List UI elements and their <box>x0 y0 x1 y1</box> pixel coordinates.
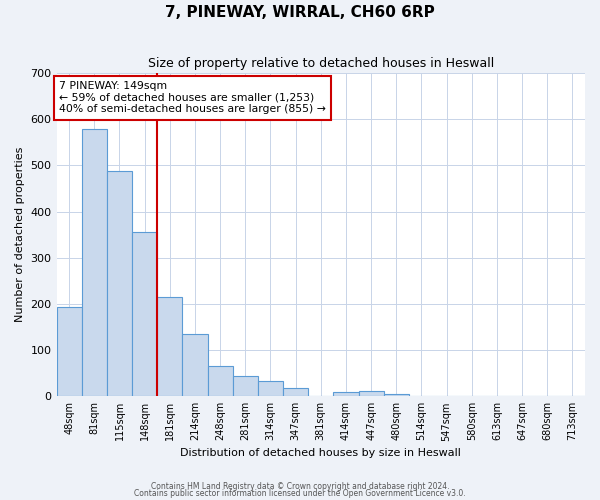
Y-axis label: Number of detached properties: Number of detached properties <box>15 147 25 322</box>
Bar <box>359 391 383 396</box>
Bar <box>334 392 359 396</box>
Bar <box>182 334 208 396</box>
Bar <box>56 307 82 396</box>
Bar <box>107 172 132 396</box>
Text: Contains HM Land Registry data © Crown copyright and database right 2024.: Contains HM Land Registry data © Crown c… <box>151 482 449 491</box>
Bar <box>283 388 308 396</box>
Bar <box>82 130 107 396</box>
Text: 7, PINEWAY, WIRRAL, CH60 6RP: 7, PINEWAY, WIRRAL, CH60 6RP <box>165 5 435 20</box>
Text: Contains public sector information licensed under the Open Government Licence v3: Contains public sector information licen… <box>134 490 466 498</box>
Bar <box>157 297 182 396</box>
X-axis label: Distribution of detached houses by size in Heswall: Distribution of detached houses by size … <box>181 448 461 458</box>
Bar <box>132 232 157 396</box>
Bar <box>258 380 283 396</box>
Bar <box>208 366 233 396</box>
Title: Size of property relative to detached houses in Heswall: Size of property relative to detached ho… <box>148 58 494 70</box>
Text: 7 PINEWAY: 149sqm
← 59% of detached houses are smaller (1,253)
40% of semi-detac: 7 PINEWAY: 149sqm ← 59% of detached hous… <box>59 81 326 114</box>
Bar <box>233 376 258 396</box>
Bar <box>383 394 409 396</box>
